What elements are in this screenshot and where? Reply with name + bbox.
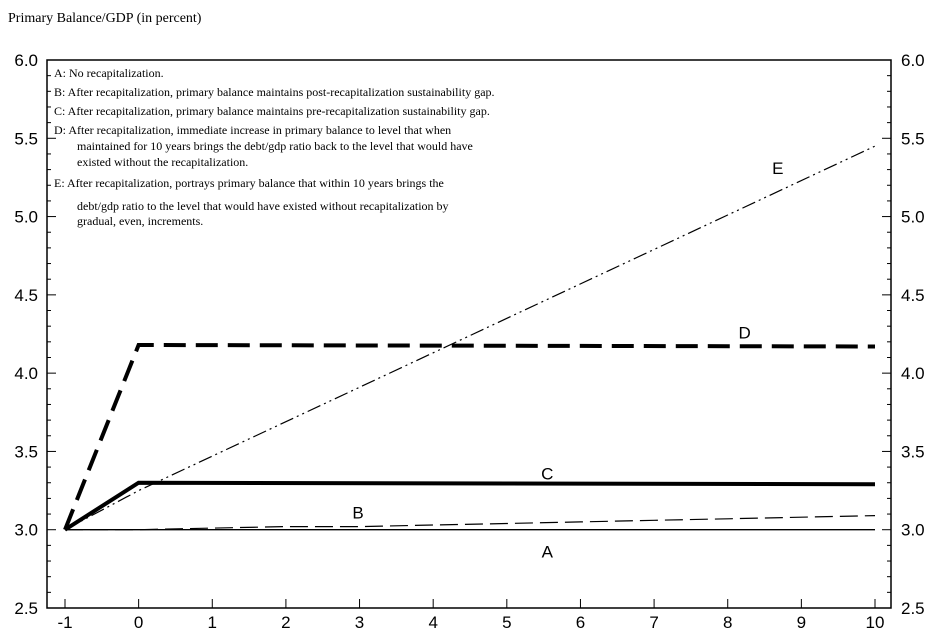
- y-tick-label-left: 2.5: [14, 599, 38, 618]
- legend-line: C: After recapitalization, primary balan…: [54, 104, 490, 118]
- y-tick-label-right: 2.5: [901, 599, 925, 618]
- x-tick-label: 5: [502, 613, 511, 632]
- series-label-d: D: [739, 323, 751, 342]
- y-tick-label-left: 5.0: [14, 208, 38, 227]
- x-axis-labels: -1 0 1 2 3 4 5 6 7 8 9 10: [57, 613, 884, 632]
- y-tick-label-right: 3.0: [901, 521, 925, 540]
- x-tick-label: 2: [281, 613, 290, 632]
- y-tick-label-right: 4.0: [901, 364, 925, 383]
- x-tick-label: 6: [576, 613, 585, 632]
- y-tick-label-right: 5.0: [901, 208, 925, 227]
- series-label-a: A: [542, 543, 554, 562]
- series-line-c: [63, 480, 876, 532]
- y-tick-label-left: 5.5: [14, 129, 38, 148]
- y-tick-label-left: 4.5: [14, 286, 38, 305]
- x-tick-label: 4: [428, 613, 437, 632]
- x-tick-label: 7: [649, 613, 658, 632]
- legend: A: No recapitalization. B: After recapita…: [54, 66, 495, 228]
- legend-line: B: After recapitalization, primary balan…: [54, 85, 495, 99]
- axis-ticks: [47, 59, 891, 609]
- series-label-b: B: [352, 503, 363, 522]
- series-line-d: [63, 342, 876, 531]
- x-tick-label: 0: [134, 613, 143, 632]
- plot-frame: [46, 59, 892, 609]
- x-tick-label: 1: [208, 613, 217, 632]
- x-tick-label: 3: [355, 613, 364, 632]
- y-tick-label-right: 6.0: [901, 51, 925, 70]
- legend-line: A: No recapitalization.: [54, 66, 164, 80]
- series-lines: [63, 145, 876, 532]
- legend-line: E: After recapitalization, portrays prim…: [54, 176, 444, 190]
- series-label-e: E: [772, 159, 783, 178]
- legend-line: existed without the recapitalization.: [77, 155, 248, 169]
- x-tick-label: 9: [797, 613, 806, 632]
- legend-line: maintained for 10 years brings the debt/…: [77, 139, 473, 153]
- legend-line: debt/gdp ratio to the level that would h…: [77, 199, 449, 213]
- y-tick-label-left: 3.0: [14, 521, 38, 540]
- series-line-b: [65, 515, 876, 531]
- x-tick-label: 8: [723, 613, 732, 632]
- series-labels: A B C D E: [352, 159, 783, 562]
- y-axis-left-labels: 2.5 3.0 3.5 4.0 4.5 5.0 5.5 6.0: [14, 51, 38, 618]
- y-axis-right-labels: 2.5 3.0 3.5 4.0 4.5 5.0 5.5 6.0: [901, 51, 925, 618]
- y-tick-label-right: 3.5: [901, 442, 925, 461]
- y-axis-title: Primary Balance/GDP (in percent): [8, 11, 202, 26]
- y-tick-label-right: 4.5: [901, 286, 925, 305]
- y-tick-label-right: 5.5: [901, 129, 925, 148]
- series-line-e: [64, 145, 876, 531]
- legend-line: gradual, even, increments.: [77, 214, 203, 228]
- series-label-c: C: [541, 464, 553, 483]
- y-tick-label-left: 4.0: [14, 364, 38, 383]
- y-tick-label-left: 6.0: [14, 51, 38, 70]
- y-tick-label-left: 3.5: [14, 442, 38, 461]
- x-tick-label: -1: [57, 613, 72, 632]
- x-tick-label: 10: [866, 613, 885, 632]
- legend-line: D: After recapitalization, immediate inc…: [54, 123, 451, 137]
